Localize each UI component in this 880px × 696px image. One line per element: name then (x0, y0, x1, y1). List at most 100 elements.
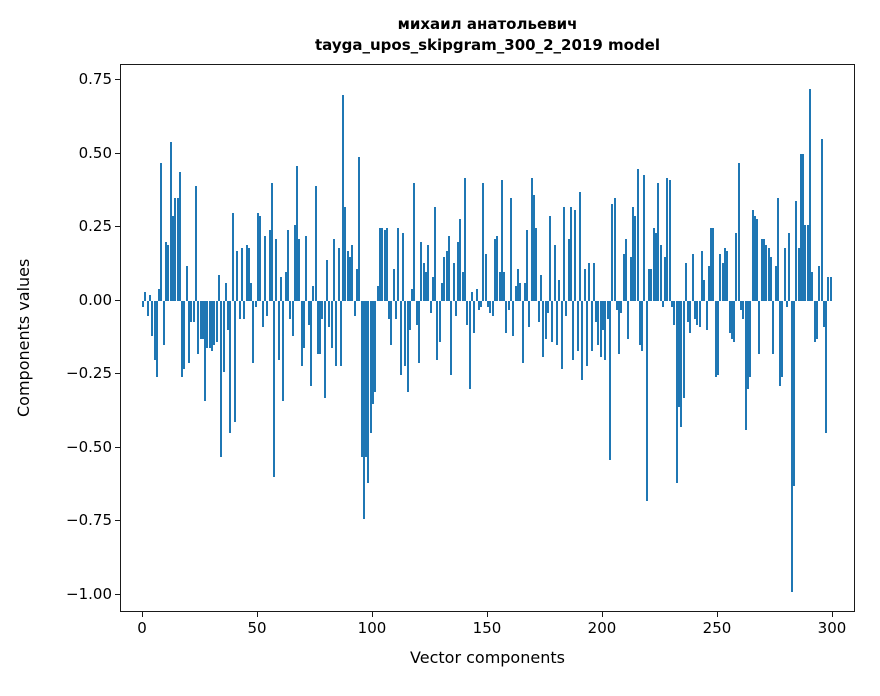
bar (312, 286, 315, 301)
x-tick-label: 0 (137, 619, 147, 637)
bar (395, 301, 397, 319)
bar (583, 268, 586, 301)
bar (562, 206, 565, 301)
bar (666, 177, 669, 301)
bar (530, 177, 533, 301)
bar (459, 218, 462, 301)
bar (774, 265, 777, 301)
bar (475, 289, 478, 301)
bar (740, 301, 742, 310)
bar (144, 292, 147, 301)
bar (645, 301, 648, 501)
bar (553, 245, 556, 301)
bar (661, 301, 664, 307)
bar (604, 301, 607, 360)
bar (148, 295, 151, 301)
bar (238, 301, 241, 319)
bar (415, 301, 418, 325)
bar (367, 301, 370, 484)
bar (335, 301, 338, 366)
bar (788, 233, 791, 301)
bar (344, 206, 347, 301)
bar (190, 301, 193, 322)
bar (643, 174, 646, 301)
y-tick-mark (115, 299, 120, 301)
bar (454, 301, 457, 316)
bar (700, 251, 703, 301)
bar (689, 301, 692, 334)
bar (597, 301, 600, 346)
bar (542, 301, 545, 357)
bar (362, 301, 365, 519)
bar (549, 215, 552, 301)
bar (321, 301, 324, 319)
y-tick-label: −0.25 (66, 364, 112, 382)
bar (744, 301, 747, 431)
bar (160, 162, 163, 301)
bar (192, 301, 195, 322)
bar (539, 274, 542, 301)
y-tick-mark (115, 446, 120, 448)
bar (608, 301, 611, 460)
bar (404, 301, 407, 366)
bar (220, 301, 223, 457)
bar (349, 256, 351, 301)
bar (307, 301, 310, 325)
bar (342, 95, 345, 301)
bar (634, 215, 637, 301)
bar (772, 301, 775, 354)
bar (473, 301, 476, 334)
chart-title-line2: tayga_upos_skipgram_300_2_2019 model (315, 36, 660, 54)
bar (346, 251, 349, 301)
bar (799, 154, 802, 301)
y-tick-mark (115, 593, 120, 595)
bar (174, 198, 177, 301)
bar (353, 301, 356, 316)
bar (441, 283, 443, 301)
bar (717, 301, 719, 375)
bar (581, 301, 584, 381)
bar (505, 301, 508, 334)
bar (756, 218, 759, 301)
bar (450, 301, 453, 375)
bar (496, 236, 499, 301)
bar (657, 183, 660, 301)
x-tick-label: 200 (587, 619, 617, 637)
bar (316, 301, 319, 354)
x-tick-label: 100 (357, 619, 387, 637)
bar (813, 301, 816, 343)
y-tick-mark (115, 373, 120, 374)
bar (351, 245, 354, 301)
y-tick-label: 0.00 (78, 290, 112, 309)
bar (358, 156, 361, 301)
bar (401, 233, 404, 301)
bar (668, 180, 671, 301)
bar (484, 253, 487, 301)
bar (728, 301, 731, 334)
bar (217, 274, 220, 301)
bar (443, 256, 446, 301)
bar (254, 301, 257, 307)
bar (776, 198, 779, 301)
bar (376, 286, 379, 301)
bar (240, 248, 243, 301)
bar (595, 301, 598, 322)
bar (259, 215, 262, 301)
bar (804, 224, 807, 301)
bar (390, 301, 393, 346)
bar (751, 209, 754, 301)
bar (477, 301, 480, 310)
bar (652, 227, 655, 301)
bar (468, 301, 471, 390)
bar (714, 301, 717, 378)
bar (818, 265, 821, 301)
bar (399, 301, 402, 375)
bar (162, 301, 165, 346)
bar (372, 301, 374, 404)
bar (551, 301, 554, 343)
bar (300, 301, 303, 366)
bar (611, 203, 614, 301)
bar (438, 301, 441, 343)
bar (516, 268, 519, 301)
